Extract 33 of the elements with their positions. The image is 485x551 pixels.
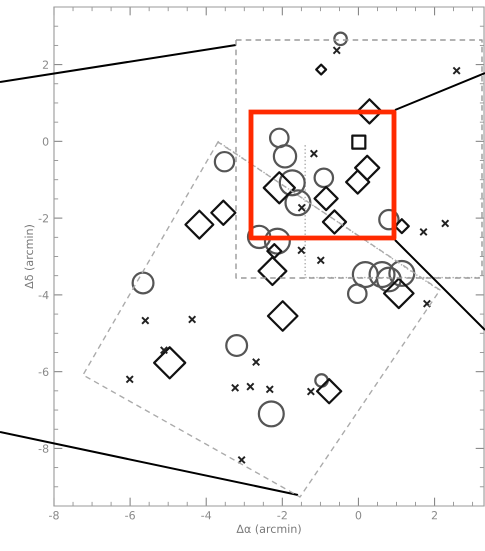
point [422,299,432,308]
point [297,246,306,255]
x-tick-label: -8 [49,511,59,520]
x-tick-label: 0 [356,511,362,520]
y-axis-title: Δδ (arcmin) [24,225,34,289]
y-tick-label: 0 [42,137,48,146]
point [126,375,134,384]
point [246,382,255,391]
x-tick-label: 2 [432,511,437,520]
point [298,204,306,212]
y-tick-label: -2 [38,214,48,222]
y-tick-label: -6 [38,368,48,376]
point [332,46,341,55]
point [237,456,246,464]
point [230,384,240,392]
x-tick-label: -2 [277,511,287,520]
point [419,228,428,236]
y-tick-label: 2 [42,60,48,69]
point [452,66,461,75]
y-tick-label: -4 [38,291,49,300]
point [440,219,450,228]
point [160,346,168,354]
x-tick-label: -4 [201,511,212,520]
point [306,387,316,396]
point [316,256,326,265]
point [252,358,260,366]
x-axis-title: Δα (arcmin) [236,524,301,534]
point [188,315,196,324]
y-tick-label: -8 [38,444,48,453]
x-tick-label: -6 [125,511,135,520]
point [266,385,274,394]
point [141,316,150,325]
point [310,149,318,158]
